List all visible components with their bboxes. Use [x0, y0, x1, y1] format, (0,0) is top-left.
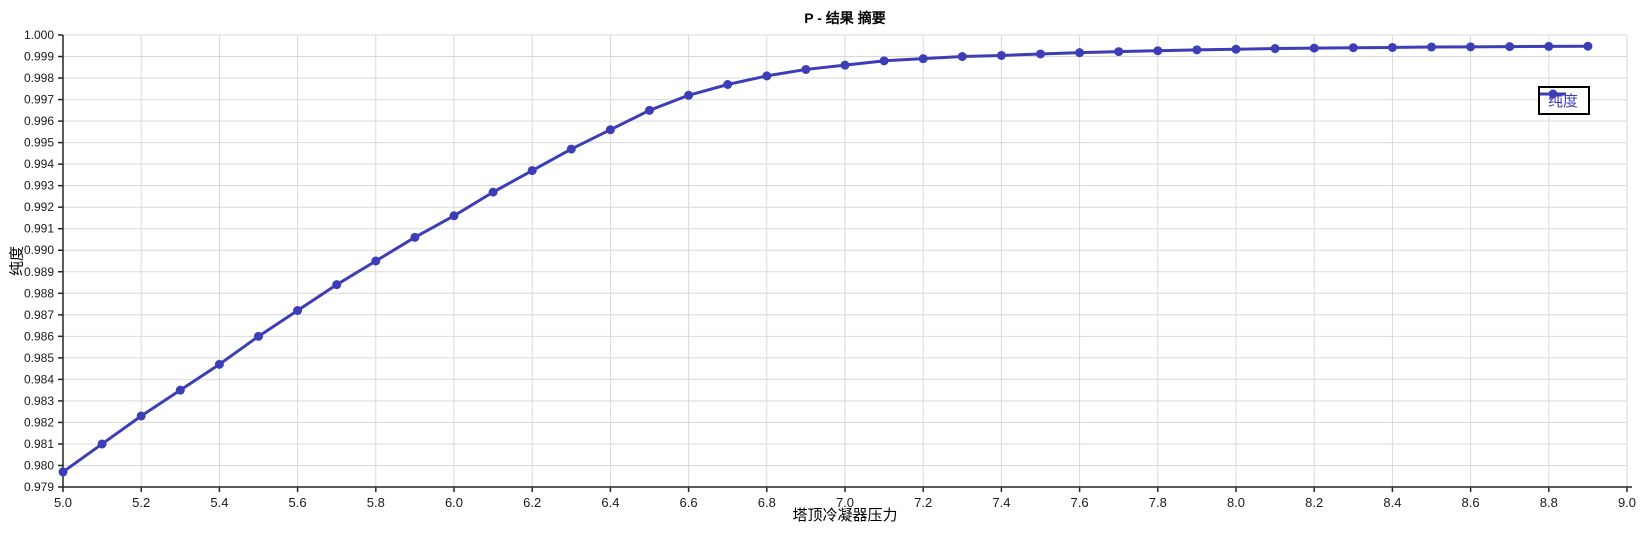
x-tick-label: 5.4 [210, 495, 228, 510]
data-point-marker[interactable] [840, 60, 850, 70]
x-tick-label: 5.8 [367, 495, 385, 510]
y-tick-label: 0.983 [24, 394, 54, 408]
data-point-marker[interactable] [1192, 45, 1202, 55]
x-tick-label: 9.0 [1618, 495, 1636, 510]
data-point-marker[interactable] [1583, 41, 1593, 51]
x-tick-label: 5.2 [132, 495, 150, 510]
y-tick-label: 0.980 [24, 458, 54, 472]
x-tick-label: 5.6 [289, 495, 307, 510]
x-tick-label: 6.4 [601, 495, 619, 510]
x-tick-label: 8.6 [1462, 495, 1480, 510]
data-point-marker[interactable] [566, 144, 576, 154]
y-tick-label: 0.990 [24, 243, 54, 257]
data-point-marker[interactable] [1114, 47, 1124, 57]
x-tick-label: 5.0 [54, 495, 72, 510]
y-tick-label: 0.989 [24, 265, 54, 279]
data-point-marker[interactable] [410, 232, 420, 242]
y-tick-label: 0.993 [24, 179, 54, 193]
data-point-marker[interactable] [762, 71, 772, 81]
data-point-marker[interactable] [1427, 42, 1436, 52]
x-tick-label: 8.8 [1540, 495, 1558, 510]
y-tick-label: 0.996 [24, 114, 54, 128]
data-point-marker[interactable] [293, 306, 303, 316]
data-point-marker[interactable] [801, 64, 811, 74]
legend-series-glyph [1540, 89, 1566, 99]
y-tick-label: 0.984 [24, 372, 54, 386]
data-point-marker[interactable] [1466, 42, 1476, 52]
chart-title: P - 结果 摘要 [804, 10, 886, 26]
data-point-marker[interactable] [1505, 42, 1515, 52]
data-point-marker[interactable] [97, 439, 107, 449]
data-point-marker[interactable] [371, 256, 381, 266]
data-point-marker[interactable] [58, 467, 68, 477]
data-point-marker[interactable] [1309, 43, 1319, 53]
data-point-marker[interactable] [254, 331, 263, 341]
data-point-marker[interactable] [1348, 43, 1358, 53]
x-tick-label: 6.6 [680, 495, 698, 510]
y-tick-label: 0.988 [24, 286, 54, 300]
y-tick-label: 0.979 [24, 480, 54, 494]
y-tick-label: 0.981 [24, 437, 54, 451]
data-point-marker[interactable] [449, 211, 459, 221]
y-tick-label: 0.985 [24, 351, 54, 365]
data-point-marker[interactable] [527, 166, 537, 176]
y-tick-label: 0.987 [24, 308, 54, 322]
legend[interactable]: 纯度 [1538, 86, 1591, 115]
x-tick-label: 7.2 [914, 495, 932, 510]
x-tick-label: 7.8 [1149, 495, 1167, 510]
x-tick-label: 8.0 [1227, 495, 1245, 510]
data-point-marker[interactable] [723, 80, 733, 90]
x-tick-label: 6.2 [523, 495, 541, 510]
data-point-marker[interactable] [918, 54, 928, 64]
y-tick-label: 0.982 [24, 415, 54, 429]
data-point-marker[interactable] [605, 125, 615, 135]
x-tick-label: 6.8 [758, 495, 776, 510]
data-point-marker[interactable] [332, 280, 342, 290]
data-point-marker[interactable] [1075, 48, 1085, 58]
data-point-marker[interactable] [488, 187, 498, 197]
data-point-marker[interactable] [1231, 44, 1241, 54]
series-line [61, 44, 1590, 474]
y-tick-label: 0.992 [24, 200, 54, 214]
x-tick-label: 7.4 [992, 495, 1010, 510]
x-axis-title: 塔顶冷凝器压力 [792, 507, 898, 524]
data-point-marker[interactable] [996, 50, 1006, 60]
data-point-marker[interactable] [1544, 41, 1554, 51]
x-tick-label: 8.2 [1305, 495, 1323, 510]
y-tick-label: 0.999 [24, 50, 54, 64]
y-axis-title: 纯度 [8, 245, 26, 277]
y-tick-label: 0.998 [24, 71, 54, 85]
data-point-marker[interactable] [684, 90, 694, 100]
data-point-marker[interactable] [1153, 46, 1163, 56]
data-point-marker[interactable] [1270, 44, 1280, 54]
y-tick-label: 0.991 [24, 222, 54, 236]
x-tick-label: 7.6 [1071, 495, 1089, 510]
data-point-marker[interactable] [175, 385, 185, 395]
data-point-marker[interactable] [957, 52, 967, 62]
data-point-marker[interactable] [645, 105, 654, 115]
x-tick-label: 8.4 [1383, 495, 1401, 510]
y-tick-label: 0.995 [24, 136, 54, 150]
y-tick-label: 0.997 [24, 93, 54, 107]
y-tick-label: 0.986 [24, 329, 54, 343]
x-tick-label: 7.0 [836, 495, 854, 510]
data-point-marker[interactable] [136, 411, 146, 421]
x-tick-label: 6.0 [445, 495, 463, 510]
data-point-marker[interactable] [879, 56, 889, 66]
y-tick-label: 1.000 [24, 28, 54, 42]
data-point-marker[interactable] [214, 359, 224, 369]
data-point-marker[interactable] [1387, 42, 1397, 52]
data-point-marker[interactable] [1036, 49, 1045, 59]
y-tick-label: 0.994 [24, 157, 54, 171]
